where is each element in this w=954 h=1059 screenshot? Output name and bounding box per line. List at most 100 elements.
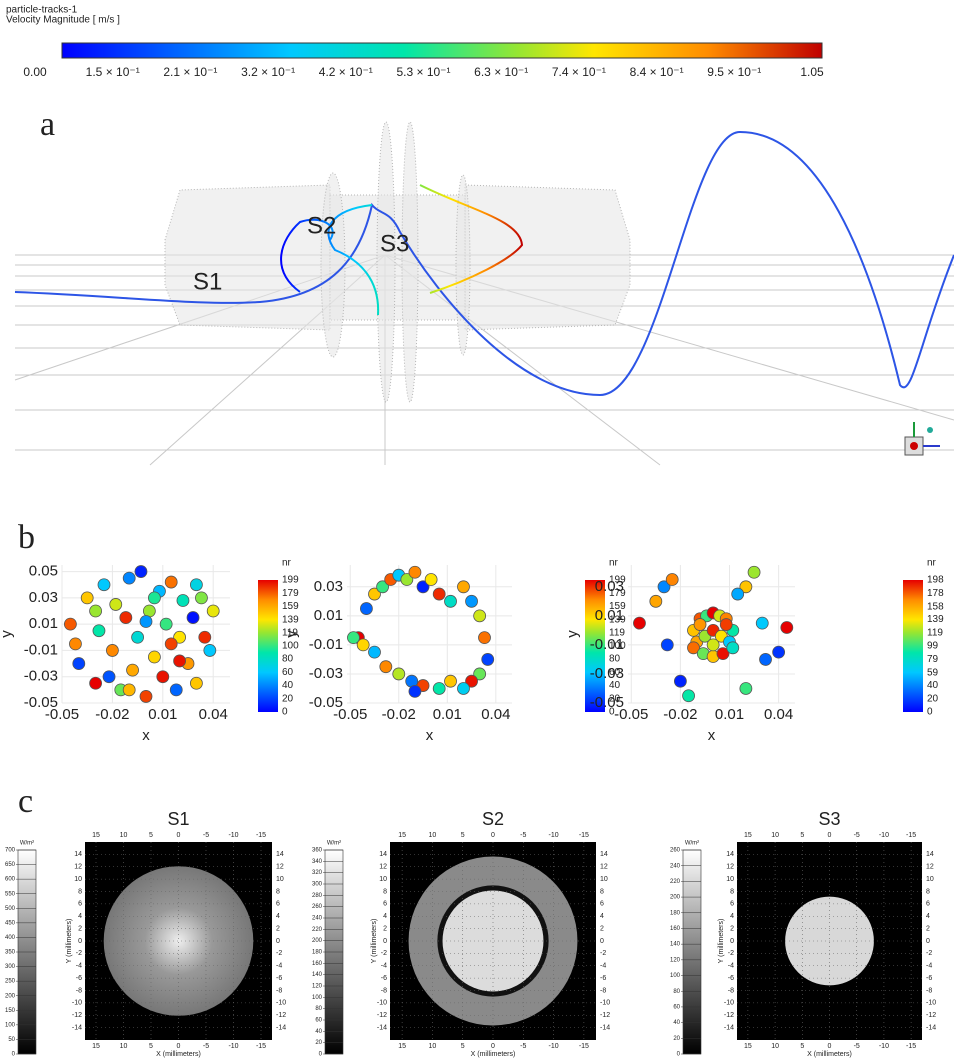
scatter-point [97, 578, 111, 592]
scatter-point [457, 580, 470, 594]
x-tick-label: 5 [461, 832, 465, 839]
colorbar-tick-label: 150 [5, 1008, 16, 1014]
scatter-point [64, 617, 77, 631]
y-tick-label: -10 [724, 1000, 734, 1007]
colorbar-tick-label: 120 [312, 984, 323, 990]
colorbar-tick-label: 198 [927, 575, 944, 586]
scatter-point [134, 565, 148, 578]
colorbar-tick-label: 1.5 × 10⁻¹ [86, 65, 140, 79]
colorbar-tick-label: 20 [673, 1036, 680, 1042]
colorbar-tick-label: 40 [282, 680, 294, 691]
y-tick-label: -0.05 [309, 694, 343, 711]
y-tick-label: 14 [276, 851, 284, 858]
colorbar-tick-label: 20 [315, 1040, 322, 1046]
colorbar-title: nr [609, 558, 619, 569]
colorbar-tick-label: 199 [282, 575, 299, 586]
x-tick-label: 10 [429, 1043, 437, 1050]
scatter-point [173, 630, 187, 644]
y-tick-label: 8 [78, 888, 82, 895]
colorbar-tick-label: 60 [673, 1005, 680, 1011]
colorbar-tick-label: 20 [282, 693, 294, 704]
x-tick-label: 10 [120, 832, 128, 839]
scatter-point [139, 690, 153, 703]
x-tick-label: -5 [203, 832, 209, 839]
scatter-point [392, 667, 406, 681]
scatter-point [424, 573, 438, 586]
y-tick-label: 0 [383, 938, 387, 945]
station-label: S2 [307, 212, 336, 239]
scatter-point [379, 660, 393, 674]
y-tick-label: -4 [381, 963, 387, 970]
colorbar-tick-label: 40 [673, 1020, 680, 1026]
colorbar-tick-label: 180 [312, 950, 323, 956]
x-tick-label: -10 [879, 832, 889, 839]
colorbar-tick-label: 220 [312, 927, 323, 933]
x-axis-label: x [708, 727, 716, 744]
colorbar-tick-label: 179 [609, 588, 626, 599]
colorbar-tick-label: 40 [927, 680, 939, 691]
colorbar-tick-label: 100 [282, 640, 299, 651]
scatter-point [772, 645, 786, 659]
y-tick-label: 6 [276, 901, 280, 908]
scatter-point [444, 674, 457, 688]
y-tick-label: 6 [78, 901, 82, 908]
y-tick-label: 0 [600, 938, 604, 945]
y-tick-label: -12 [724, 1012, 734, 1019]
scatter-point [176, 594, 190, 607]
x-tick-label: 5 [149, 1043, 153, 1050]
scatter-point [69, 637, 82, 651]
y-tick-label: 0 [926, 938, 930, 945]
x-tick-label: 10 [120, 1043, 128, 1050]
geometry [164, 121, 631, 403]
x-tick-label: -15 [906, 1043, 916, 1050]
y-tick-label: -8 [381, 987, 387, 994]
scatter-point [747, 565, 761, 579]
y-tick-label: 2 [383, 925, 387, 932]
y-tick-label: 4 [926, 913, 930, 920]
y-tick-label: -8 [926, 987, 932, 994]
scatter-point [122, 571, 136, 585]
panel-label: a [40, 106, 55, 143]
scatter-point [126, 663, 139, 677]
scatter-point [195, 591, 208, 605]
colorbar-unit: W/m² [20, 841, 34, 847]
scatter-point [89, 604, 102, 618]
x-tick-label: 5 [800, 832, 804, 839]
x-tick-label: -5 [203, 1043, 209, 1050]
colorbar-tick-label: 250 [5, 979, 16, 985]
colorbar [585, 580, 605, 712]
scatter-point [481, 653, 495, 666]
colorbar-tick-label: 199 [609, 575, 626, 586]
colorbar-tick-label: 140 [312, 972, 323, 978]
y-tick-label: 12 [926, 864, 934, 871]
scatter-point [203, 644, 217, 657]
y-tick-label: -0.05 [590, 694, 624, 711]
colorbar-tick-label: 60 [315, 1018, 322, 1024]
colorbar-tick-label: 0 [609, 707, 615, 718]
velocity-colorbar [61, 42, 823, 59]
x-tick-label: 5 [800, 1043, 804, 1050]
scatter-point [408, 684, 422, 698]
colorbar-title: nr [927, 558, 937, 569]
y-tick-label: 6 [926, 901, 930, 908]
scatter-point [186, 611, 200, 624]
colorbar-tick-label: 7.4 × 10⁻¹ [552, 65, 606, 79]
colorbar-tick-label: 180 [670, 910, 681, 916]
x-tick-label: -0.02 [95, 706, 129, 723]
x-tick-label: 15 [398, 1043, 406, 1050]
colorbar-tick-label: 350 [5, 950, 16, 956]
colorbar-tick-label: 100 [312, 995, 323, 1001]
y-tick-label: 4 [600, 913, 604, 920]
colorbar-tick-label: 240 [670, 863, 681, 869]
colorbar-tick-label: 320 [312, 870, 323, 876]
y-axis-label: Y (millimeters) [371, 919, 378, 964]
colorbar [682, 849, 702, 1055]
y-tick-label: 0.01 [595, 607, 624, 624]
y-tick-label: 0 [276, 938, 280, 945]
scatter-point [376, 580, 389, 594]
scatter-point [660, 638, 674, 652]
x-tick-label: 15 [92, 832, 100, 839]
y-tick-label: -2 [381, 950, 387, 957]
x-tick-label: 0.01 [433, 706, 462, 723]
